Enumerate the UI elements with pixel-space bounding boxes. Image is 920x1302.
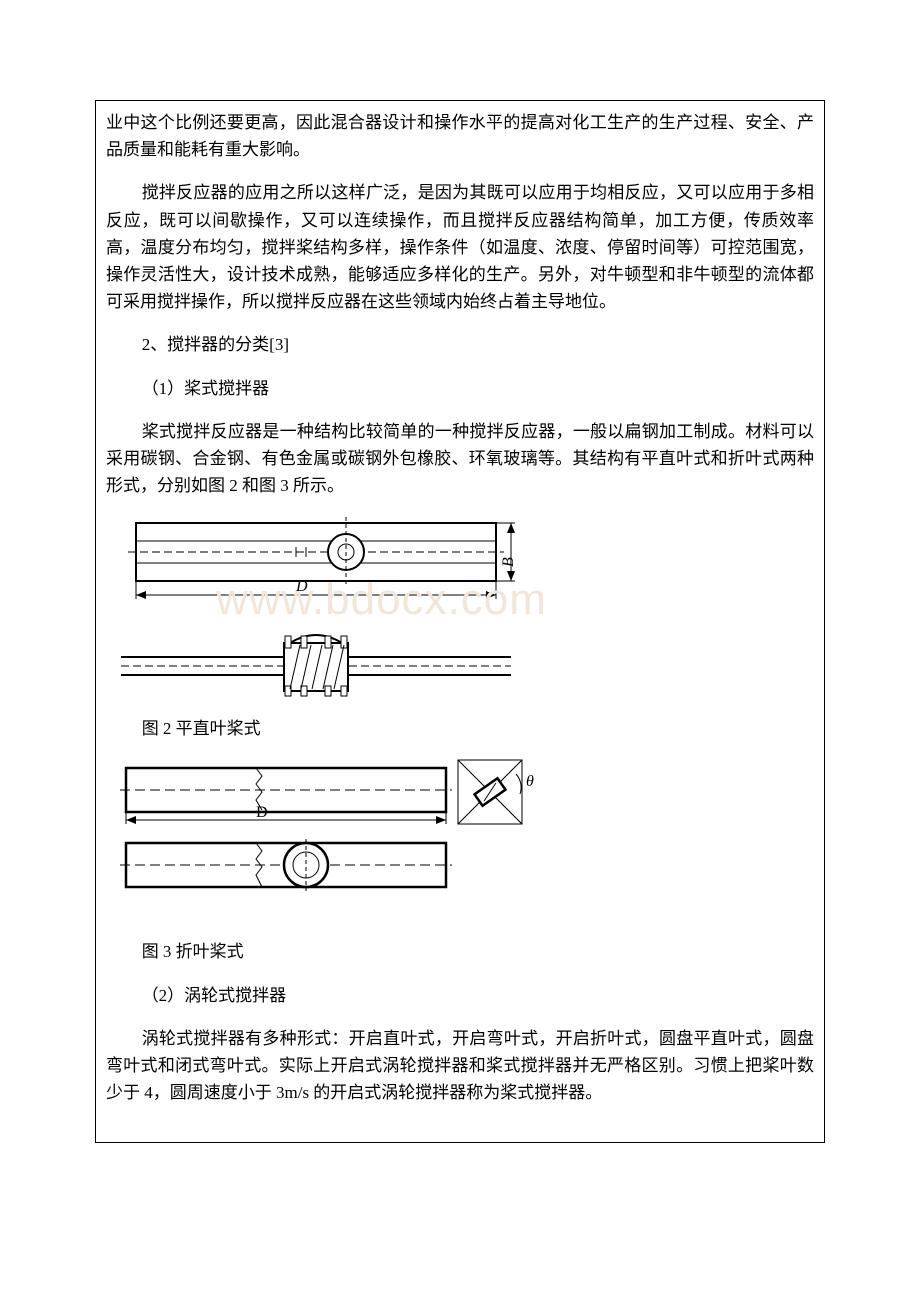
- paragraph-application: 搅拌反应器的应用之所以这样广泛，是因为其既可以应用于均相反应，又可以应用于多相反…: [106, 179, 814, 315]
- figure-2-caption: 图 2 平直叶桨式: [106, 715, 814, 742]
- svg-text:θ: θ: [526, 773, 534, 790]
- svg-text:D: D: [256, 804, 268, 821]
- paragraph-continuation: 业中这个比例还要更高，因此混合器设计和操作水平的提高对化工生产的生产过程、安全、…: [106, 109, 814, 163]
- heading-turbine-type: （2）涡轮式搅拌器: [106, 982, 814, 1009]
- paragraph-paddle-desc: 桨式搅拌反应器是一种结构比较简单的一种搅拌反应器，一般以扁钢加工制成。材料可以采…: [106, 418, 814, 500]
- figure-3-caption: 图 3 折叶桨式: [106, 938, 814, 965]
- svg-text:B: B: [500, 557, 517, 567]
- figure-3-svg: Dθ: [106, 758, 546, 928]
- paragraph-turbine-desc: 涡轮式搅拌器有多种形式：开启直叶式，开启弯叶式，开启折叶式，圆盘平直叶式，圆盘弯…: [106, 1025, 814, 1107]
- figure-2-svg: DB: [106, 515, 526, 705]
- heading-classification: 2、搅拌器的分类[3]: [106, 331, 814, 358]
- svg-text:D: D: [295, 578, 308, 595]
- figure-3-angled-paddle: Dθ: [106, 758, 814, 928]
- figure-2-flat-paddle: DB: [106, 515, 814, 705]
- heading-paddle-type: （1）桨式搅拌器: [106, 375, 814, 402]
